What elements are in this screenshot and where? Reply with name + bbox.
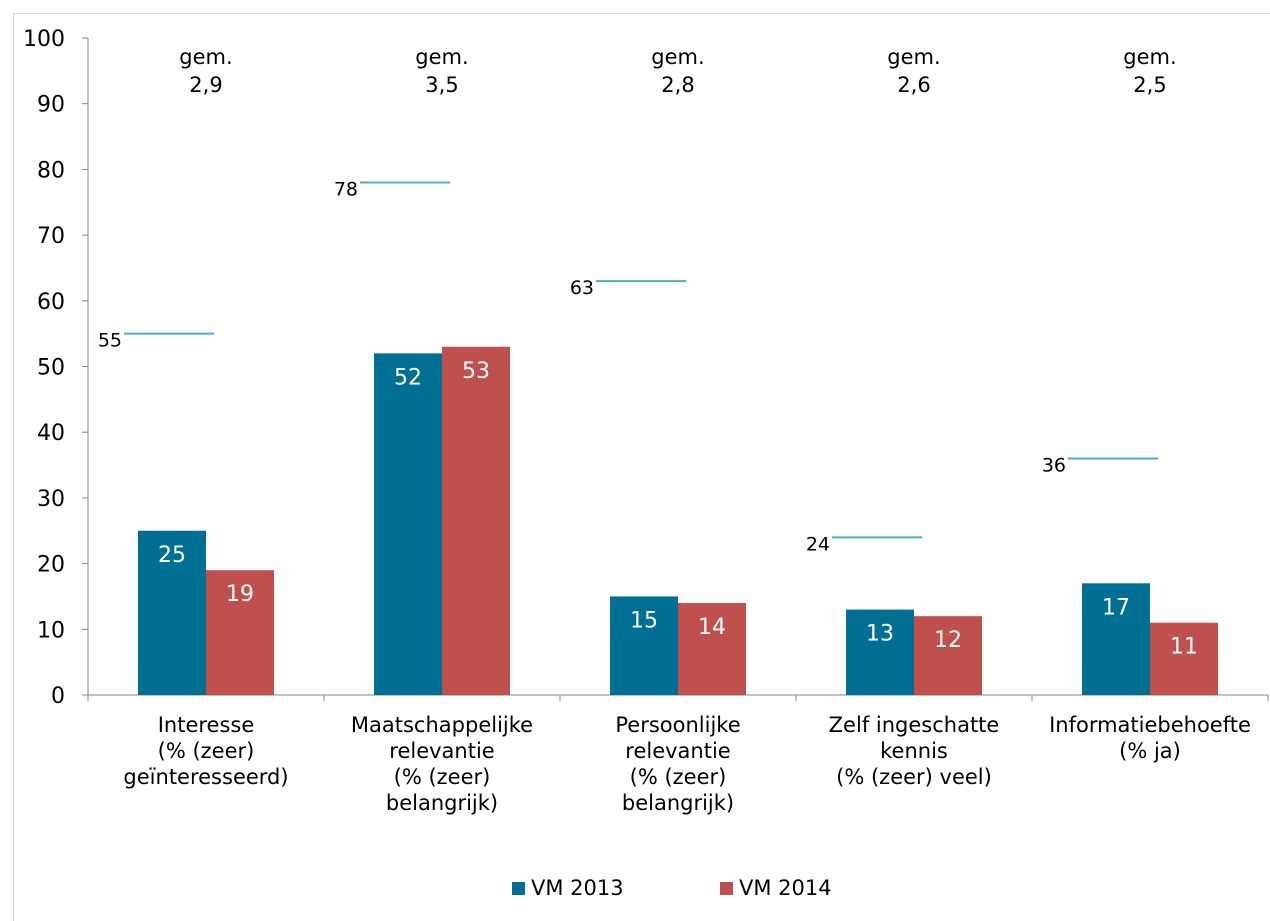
- legend-item-vm-2014: VM 2014: [720, 876, 832, 900]
- benchmark-label: 55: [98, 330, 122, 352]
- benchmark-label: 24: [806, 533, 830, 555]
- y-tick-label: 80: [37, 158, 65, 183]
- bar: [678, 603, 746, 695]
- category-label: Persoonlijke: [615, 713, 740, 737]
- category-label: Informatiebehoefte: [1049, 713, 1251, 737]
- chart-area-border: [13, 13, 1270, 921]
- y-tick-label: 0: [51, 684, 65, 709]
- data-label: 19: [226, 582, 254, 607]
- data-label: 25: [158, 543, 186, 568]
- bar: [1150, 622, 1218, 695]
- category-label: Interesse: [158, 713, 255, 737]
- data-label: 52: [394, 365, 422, 390]
- category-label: (% (zeer): [630, 765, 727, 789]
- y-tick-label: 20: [37, 553, 65, 578]
- category-label: (% (zeer): [158, 739, 255, 763]
- category-label: kennis: [880, 739, 948, 763]
- data-label: 13: [866, 622, 894, 647]
- category-label: geïnteresseerd): [123, 765, 288, 789]
- average-label: gem.: [887, 45, 940, 69]
- category-label: Zelf ingeschatte: [829, 713, 1000, 737]
- bar: [374, 353, 442, 695]
- bar: [846, 609, 914, 695]
- average-label: gem.: [651, 45, 704, 69]
- legend-swatch-vm-2013: [512, 881, 525, 895]
- benchmark-label: 78: [334, 179, 358, 201]
- average-label: 2,8: [661, 73, 694, 97]
- legend-item-vm-2013: VM 2013: [512, 876, 624, 900]
- data-label: 17: [1102, 595, 1130, 620]
- y-tick-label: 60: [37, 290, 65, 315]
- bar: [206, 570, 274, 695]
- average-label: gem.: [179, 45, 232, 69]
- average-label: 2,5: [1133, 73, 1166, 97]
- bar: [1082, 583, 1150, 695]
- y-tick-label: 40: [37, 421, 65, 446]
- category-label: (% ja): [1119, 739, 1181, 763]
- data-label: 12: [934, 628, 962, 653]
- average-label: gem.: [415, 45, 468, 69]
- category-label: belangrijk): [386, 791, 498, 815]
- average-label: gem.: [1123, 45, 1176, 69]
- y-tick-label: 90: [37, 93, 65, 118]
- legend-swatch-vm-2014: [720, 881, 733, 895]
- y-tick-label: 50: [37, 356, 65, 381]
- legend: VM 2013 VM 2014: [0, 876, 1270, 916]
- bar: [914, 616, 982, 695]
- benchmark-label: 36: [1042, 454, 1066, 476]
- benchmark-label: 63: [570, 277, 594, 299]
- category-label: relevantie: [625, 739, 730, 763]
- data-label: 53: [462, 359, 490, 384]
- y-tick-label: 30: [37, 487, 65, 512]
- y-tick-label: 10: [37, 618, 65, 643]
- category-label: (% (zeer) veel): [836, 765, 992, 789]
- category-label: belangrijk): [622, 791, 734, 815]
- legend-label-vm-2014: VM 2014: [739, 876, 832, 900]
- category-label: relevantie: [389, 739, 494, 763]
- data-label: 15: [630, 608, 658, 633]
- average-label: 2,9: [189, 73, 222, 97]
- bar: [610, 596, 678, 695]
- data-label: 14: [698, 615, 726, 640]
- y-tick-label: 70: [37, 224, 65, 249]
- average-label: 2,6: [897, 73, 930, 97]
- bar: [442, 346, 510, 695]
- data-label: 11: [1170, 635, 1198, 660]
- category-label: (% (zeer): [394, 765, 491, 789]
- category-label: Maatschappelijke: [351, 713, 533, 737]
- bar: [138, 530, 206, 695]
- average-label: 3,5: [425, 73, 458, 97]
- y-tick-label: 100: [23, 27, 65, 52]
- legend-label-vm-2013: VM 2013: [531, 876, 624, 900]
